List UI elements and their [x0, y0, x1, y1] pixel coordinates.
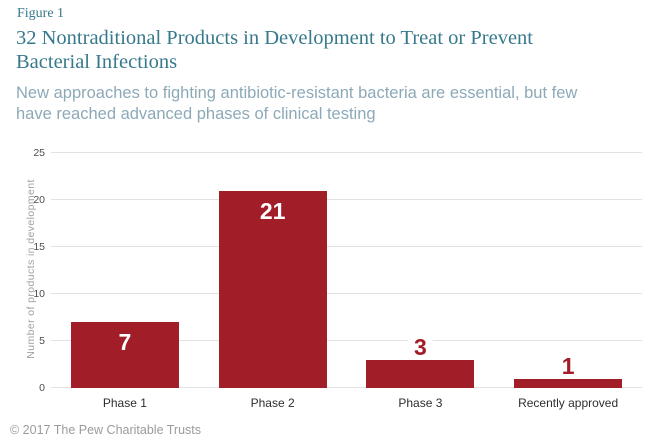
y-tick-label-15: 15	[33, 241, 45, 253]
chart-subtitle: New approaches to fighting antibiotic-re…	[16, 83, 626, 125]
y-tick-label-10: 10	[33, 288, 45, 300]
x-axis-label-phase-3: Phase 3	[398, 396, 443, 410]
chart-title: 32 Nontraditional Products in Developmen…	[16, 26, 636, 74]
bar-phase-3	[366, 359, 475, 388]
chart-title-line-2: Bacterial Infections	[16, 51, 178, 73]
y-tick-label-5: 5	[39, 335, 45, 347]
bar-value-label-phase-2: 21	[259, 197, 286, 224]
bar-value-label-recently-approved: 1	[555, 354, 581, 377]
chart-title-line-1: 32 Nontraditional Products in Developmen…	[16, 27, 533, 49]
y-tick-label-0: 0	[39, 382, 45, 394]
bar-phase-2: 21	[218, 190, 327, 388]
gridline-5	[51, 340, 642, 341]
gridline-10	[51, 293, 642, 294]
gridline-20	[51, 199, 642, 200]
x-axis-label-phase-1: Phase 1	[102, 396, 147, 410]
bar-value-label-phase-1: 7	[118, 329, 132, 356]
x-axis-label-recently-approved: Recently approved	[518, 396, 619, 410]
plot-area: 0 5 10 15 20 25 7 Phase 1 21 Phase 2 3 Phase 3 1 Rece…	[33, 147, 642, 410]
chart-subtitle-line-1: New approaches to fighting antibiotic-re…	[16, 84, 578, 102]
bar-phase-1: 7	[70, 322, 179, 388]
figure-label: Figure 1	[17, 6, 65, 21]
x-axis-label-phase-2: Phase 2	[250, 396, 295, 410]
gridline-25	[51, 152, 642, 153]
chart-subtitle-line-2: have reached advanced phases of clinical…	[16, 105, 376, 123]
bar-recently-approved	[514, 378, 623, 388]
copyright-notice: © 2017 The Pew Charitable Trusts	[10, 423, 202, 437]
gridline-15	[51, 246, 642, 247]
y-tick-label-25: 25	[33, 147, 45, 159]
y-axis-title: Number of products in development	[25, 179, 37, 359]
y-tick-label-20: 20	[33, 194, 45, 206]
gridline-0	[51, 387, 642, 388]
bar-value-label-phase-3: 3	[407, 335, 433, 358]
